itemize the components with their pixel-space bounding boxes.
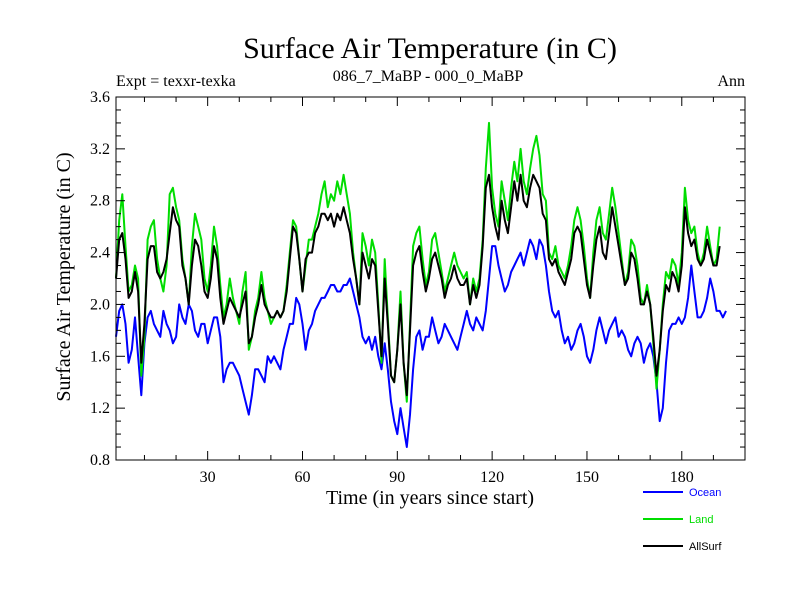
legend: Ocean Land AllSurf — [643, 487, 722, 553]
y-tick-label: 2.4 — [90, 245, 110, 262]
legend-label-ocean: Ocean — [689, 487, 721, 499]
legend-label-land: Land — [689, 514, 713, 526]
x-tick-label: 30 — [200, 469, 216, 486]
ticks: 30 60 90 120 150 180 0.8 1.2 1.6 2.0 2.4 2.8 3.2 3.6 — [90, 89, 745, 486]
period-label: 086_7_MaBP - 000_0_MaBP — [333, 68, 524, 85]
series-line-allsurf — [115, 173, 721, 397]
legend-label-allsurf: AllSurf — [689, 541, 722, 553]
chart-title: Surface Air Temperature (in C) — [243, 32, 617, 65]
series-line-land — [115, 121, 721, 403]
y-tick-label: 2.0 — [90, 296, 110, 313]
x-tick-label: 180 — [670, 469, 694, 486]
plot-lines — [115, 121, 727, 448]
y-tick-label: 1.2 — [90, 400, 110, 417]
y-axis-label: Surface Air Temperature (in C) — [53, 152, 75, 401]
y-tick-label: 3.2 — [90, 141, 110, 158]
x-axis-label: Time (in years since start) — [326, 487, 534, 509]
x-tick-label: 120 — [480, 469, 504, 486]
x-tick-label: 60 — [294, 469, 310, 486]
series-line-ocean — [115, 238, 727, 448]
experiment-label: Expt = texxr-texka — [116, 73, 236, 90]
y-tick-label: 3.6 — [90, 89, 110, 106]
y-tick-label: 1.6 — [90, 348, 110, 365]
y-tick-label: 0.8 — [90, 452, 110, 469]
x-tick-label: 150 — [575, 469, 599, 486]
x-tick-label: 90 — [389, 469, 405, 486]
season-label: Ann — [717, 73, 745, 90]
y-tick-label: 2.8 — [90, 193, 110, 210]
